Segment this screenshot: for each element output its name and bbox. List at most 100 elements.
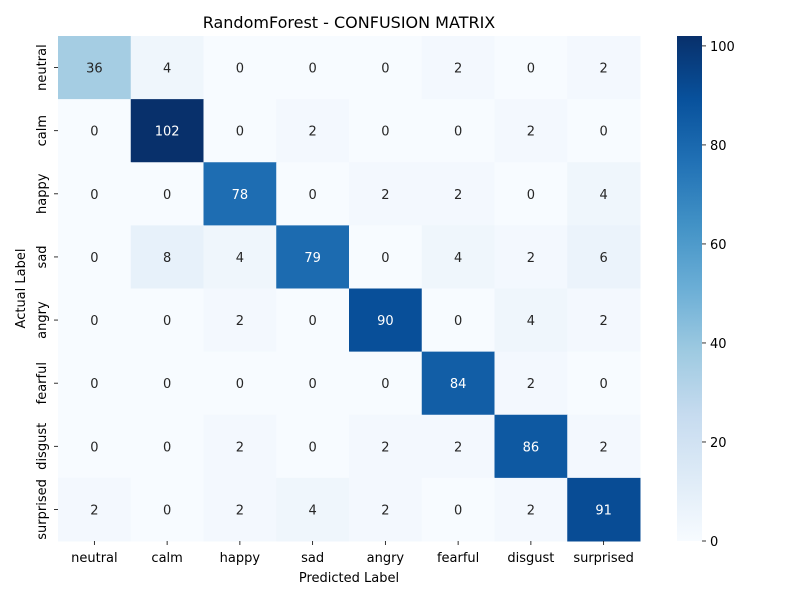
cell-value-label: 0 <box>163 314 171 329</box>
y-tick-label: neutral <box>35 44 50 91</box>
x-tick-label: disgust <box>507 551 554 566</box>
cell-value-label: 0 <box>308 188 316 203</box>
y-tick-label: happy <box>35 173 50 214</box>
y-tick-labels: neutral calm happy sad angry fearful disgust su… <box>35 44 58 540</box>
x-tick-label: sad <box>301 551 324 566</box>
heatmap-cell <box>276 36 350 100</box>
cell-value-label: 2 <box>599 440 607 455</box>
cell-value-label: 0 <box>308 440 316 455</box>
cell-value-label: 2 <box>381 188 389 203</box>
heatmap-cell <box>58 414 132 479</box>
cell-value-label: 0 <box>527 62 535 77</box>
heatmap-cell <box>203 162 277 226</box>
cell-value-label: 0 <box>90 314 98 329</box>
heatmap-cell <box>130 162 204 226</box>
heatmap-cell <box>349 414 423 479</box>
cell-value-label: 0 <box>236 125 244 140</box>
cell-value-label: 4 <box>308 503 316 518</box>
cell-value-label: 2 <box>527 503 535 518</box>
heatmap-cell <box>203 288 277 353</box>
cell-value-label: 0 <box>381 125 389 140</box>
cell-value-label: 0 <box>381 251 389 266</box>
x-tick-label: surprised <box>573 551 634 566</box>
colorbar-tick-label: 100 <box>710 40 735 55</box>
cell-value-label: 90 <box>377 314 394 329</box>
cell-value-label: 0 <box>454 503 462 518</box>
heatmap-cell <box>567 288 641 353</box>
heatmap-cell <box>58 225 132 289</box>
heatmap-cell <box>421 162 495 226</box>
heatmap-cell <box>130 225 204 289</box>
heatmap-cell <box>276 351 350 416</box>
heatmap-cell <box>276 99 350 163</box>
y-tick-label: calm <box>35 115 50 146</box>
cell-value-label: 2 <box>527 377 535 392</box>
cell-value-label: 4 <box>163 62 171 77</box>
heatmap-cell <box>494 162 568 226</box>
x-axis-label: Predicted Label <box>299 571 399 586</box>
x-tick-label: neutral <box>71 551 118 566</box>
heatmap-cell <box>130 477 204 542</box>
cell-value-label: 0 <box>90 251 98 266</box>
cell-value-label: 2 <box>308 125 316 140</box>
cell-value-label: 36 <box>86 62 103 77</box>
cell-value-label: 2 <box>454 440 462 455</box>
cell-value-label: 2 <box>236 503 244 518</box>
cell-value-label: 0 <box>163 377 171 392</box>
cell-value-label: 0 <box>90 125 98 140</box>
heatmap-cell <box>567 162 641 226</box>
heatmap-cell <box>203 36 277 100</box>
y-tick-label: disgust <box>35 423 50 470</box>
heatmap-cell <box>276 414 350 479</box>
cell-value-label: 0 <box>599 377 607 392</box>
heatmap-cell <box>130 351 204 416</box>
cell-value-label: 4 <box>236 251 244 266</box>
heatmap-cell <box>494 414 568 479</box>
y-tick-label: angry <box>35 301 50 339</box>
cell-value-label: 0 <box>308 62 316 77</box>
cell-value-label: 2 <box>454 62 462 77</box>
heatmap-cell <box>421 351 495 416</box>
heatmap-cell <box>58 477 132 542</box>
colorbar-tick-label: 0 <box>710 535 718 550</box>
x-tick-label: calm <box>151 551 182 566</box>
heatmap-cell <box>494 225 568 289</box>
x-tick-label: angry <box>367 551 405 566</box>
cell-value-label: 78 <box>232 188 249 203</box>
heatmap-cell <box>58 351 132 416</box>
heatmap-cell <box>421 477 495 542</box>
heatmap-cell <box>567 477 641 542</box>
heatmap-cell <box>567 351 641 416</box>
heatmap-cell <box>203 99 277 163</box>
cell-value-label: 8 <box>163 251 171 266</box>
heatmap-cell <box>567 414 641 479</box>
cell-value-label: 6 <box>599 251 607 266</box>
heatmap-cell <box>349 288 423 353</box>
heatmap-cell <box>349 36 423 100</box>
cell-value-label: 4 <box>454 251 462 266</box>
cell-value-label: 4 <box>599 188 607 203</box>
heatmap-cell <box>494 99 568 163</box>
heatmap-cell <box>58 162 132 226</box>
heatmap-cell <box>567 225 641 289</box>
heatmap-cell <box>276 162 350 226</box>
heatmap-cell <box>494 36 568 100</box>
colorbar-tick-label: 80 <box>710 139 727 154</box>
cell-value-label: 0 <box>454 314 462 329</box>
heatmap-cell <box>276 477 350 542</box>
cell-value-label: 0 <box>454 125 462 140</box>
x-tick-label: fearful <box>437 551 479 566</box>
heatmap-cell <box>203 225 277 289</box>
heatmap-cell <box>58 288 132 353</box>
cell-value-label: 0 <box>308 377 316 392</box>
cell-value-label: 79 <box>304 251 321 266</box>
heatmap-cell <box>494 477 568 542</box>
heatmap-grid: 36 4 0 0 0 2 0 20 102 0 2 0 0 2 00 0 78 0 2 2 0 40 8 4 79 0 4 2 60 0 2… <box>58 36 641 542</box>
heatmap-cell <box>494 351 568 416</box>
colorbar-tick-label: 20 <box>710 436 727 451</box>
cell-value-label: 86 <box>523 440 540 455</box>
cell-value-label: 2 <box>381 440 389 455</box>
cell-value-label: 0 <box>163 188 171 203</box>
y-tick-label: sad <box>35 245 50 268</box>
x-tick-labels: neutral calm happy sad angry fearful disgust su… <box>71 541 634 566</box>
